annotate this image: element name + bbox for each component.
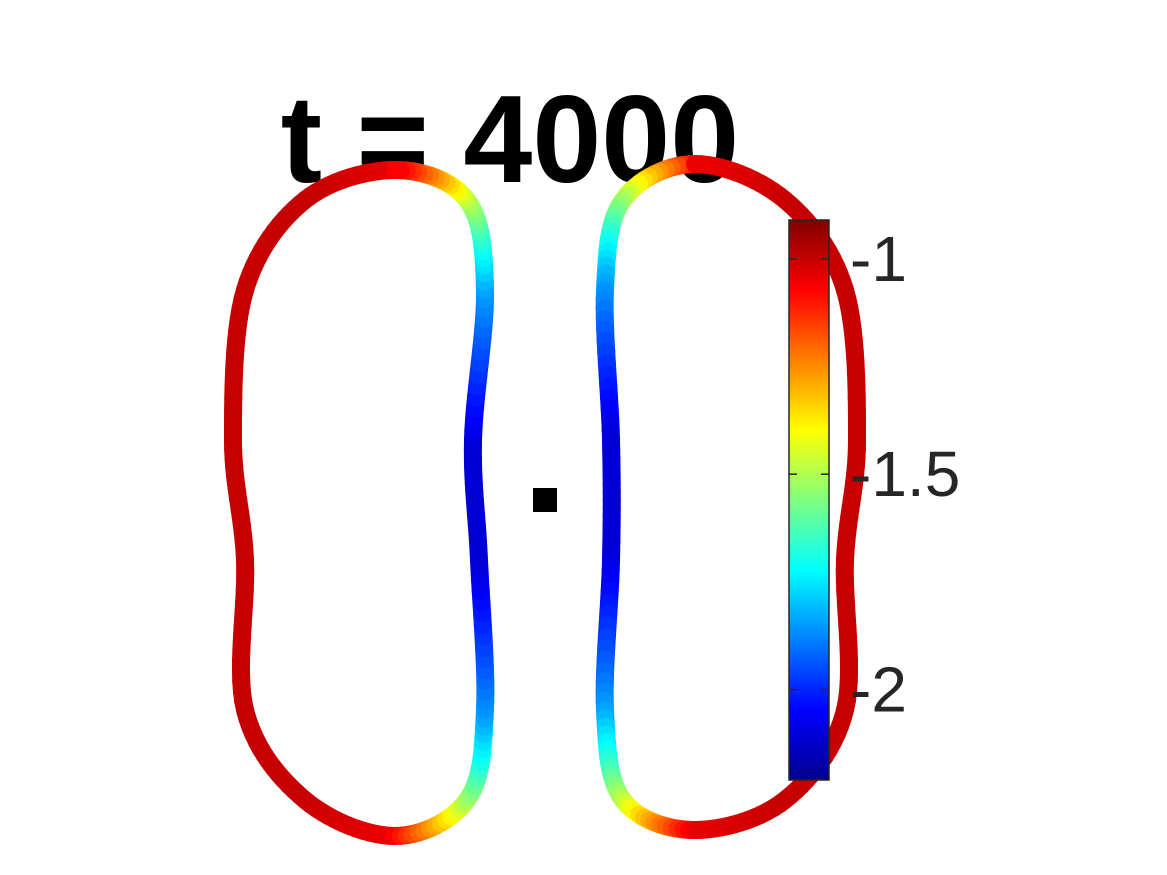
colorbar-tick-label: -1 (850, 223, 907, 295)
colorbar-gradient (789, 220, 829, 780)
colorbar-tick-label: -1.5 (850, 438, 960, 510)
colorbar-tick-label: -2 (850, 654, 907, 726)
colorbar-ticks: -1 -1.5 -2 (789, 223, 960, 726)
center-marker (533, 488, 557, 512)
curve-1 (224, 161, 495, 845)
colorbar-frame (788, 219, 830, 781)
curves-layer (224, 155, 866, 845)
curve-2 (595, 155, 866, 839)
colorbar: -1 -1.5 -2 (788, 219, 960, 781)
